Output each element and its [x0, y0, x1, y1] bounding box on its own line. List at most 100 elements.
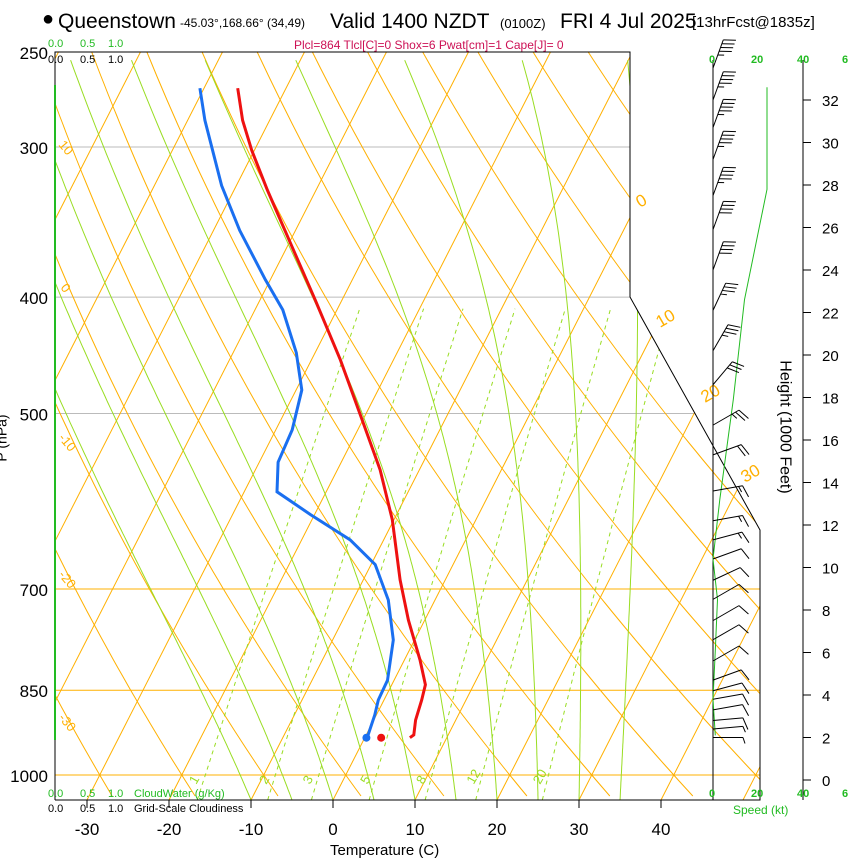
station-marker-icon: ●	[42, 8, 55, 30]
dry-adiabat-line	[55, 52, 362, 797]
moist-adiabat-line	[619, 60, 638, 800]
dry-adiabat-line	[532, 52, 760, 797]
speed-tick: 40	[797, 54, 810, 66]
height-tick-label: 4	[822, 688, 830, 705]
station-coords: -45.03°,168.66° (34,49)	[180, 16, 306, 30]
wind-barb	[712, 324, 741, 351]
isotherm-label: 10	[653, 306, 679, 332]
barb-half-feather	[742, 726, 746, 733]
moist-adiabat-line	[55, 60, 334, 800]
barb-staff	[712, 531, 743, 541]
plot-border	[54, 51, 761, 801]
barb-feather	[738, 409, 749, 419]
pressure-tick-label: 300	[20, 139, 48, 158]
barb-feather	[732, 361, 745, 367]
barb-half-feather	[731, 413, 738, 419]
barb-feather	[742, 485, 750, 498]
barb-staff	[712, 693, 743, 700]
height-tick-label: 22	[822, 306, 839, 323]
barb-feather	[738, 584, 749, 594]
wind-barb	[712, 567, 750, 581]
barb-staff	[712, 39, 724, 69]
wind-barb	[712, 605, 749, 622]
x-tick-label: -10	[239, 820, 264, 839]
height-tick-label: 10	[822, 561, 839, 578]
pressure-tick-label: 850	[20, 682, 48, 701]
x-tick-label: 0	[328, 820, 337, 839]
height-tick-label: 0	[822, 773, 830, 790]
barb-half-feather	[720, 293, 727, 296]
barb-staff	[712, 167, 724, 196]
speed-tick: 40	[797, 788, 810, 800]
isotherm-line	[496, 52, 760, 800]
barb-feather	[742, 693, 750, 706]
wind-barb	[712, 717, 749, 730]
barb-feather	[727, 324, 741, 328]
wind-barb	[712, 241, 736, 271]
temperature-line	[236, 87, 427, 739]
barb-feather	[725, 282, 739, 286]
barb-staff	[712, 645, 740, 662]
barb-feather	[738, 605, 749, 615]
barb-staff	[712, 704, 743, 711]
mixing-ratio-line	[368, 308, 516, 800]
barb-feather	[737, 445, 746, 457]
dry-adiabat-line	[55, 52, 445, 797]
moist-adiabat-line	[521, 60, 582, 800]
y-axis-label: P (hPa)	[0, 414, 10, 461]
dry-adiabat-line	[753, 52, 760, 797]
adiabat-label: 10	[56, 137, 77, 158]
stability-indices: Plcl=864 Tlcl[C]=0 Shox=6 Pwat[cm]=1 Cap…	[294, 38, 564, 52]
moist-adiabat-line	[70, 60, 375, 800]
wind-barb	[712, 130, 736, 160]
barb-half-feather	[721, 334, 729, 337]
wind-barb	[713, 737, 746, 744]
isotherm-line	[660, 52, 760, 800]
barb-staff	[712, 583, 740, 600]
cloudiness-tick: 1.0	[108, 803, 124, 815]
barb-feather	[723, 286, 737, 289]
wind-barb	[712, 548, 750, 560]
dry-adiabat-line	[91, 52, 528, 797]
barb-feather	[726, 367, 740, 374]
barb-feather	[729, 364, 742, 370]
cloudwater-label: CloudWater (g/Kg)	[134, 788, 225, 800]
dry-adiabat-line	[146, 52, 611, 797]
barb-half-feather	[737, 532, 743, 539]
barb-feather	[725, 327, 739, 332]
surface-dewpoint-point	[362, 733, 371, 742]
adiabat-label: -20	[56, 567, 80, 591]
speed-axis-label: Speed (kt)	[733, 803, 789, 817]
dry-adiabat-line	[55, 52, 279, 797]
height-tick-label: 24	[822, 263, 839, 280]
isotherm-line	[578, 52, 760, 800]
cloudwater-tick: 0.5	[80, 788, 96, 800]
wind-barb	[712, 200, 736, 230]
cloudwater-tick: 0.5	[80, 38, 96, 50]
cloudwater-tick: 0.0	[48, 38, 64, 50]
dry-adiabat-line	[809, 52, 850, 796]
cloudwater-tick: 1.0	[108, 788, 124, 800]
wind-barb	[712, 98, 736, 128]
cloudiness-tick: 1.0	[108, 54, 124, 66]
dry-adiabat-line	[587, 52, 760, 797]
cloudiness-tick: 0.5	[80, 803, 96, 815]
barb-feather	[738, 624, 749, 634]
isotherm-line	[55, 52, 223, 800]
wind-barb	[712, 693, 750, 706]
x-tick-label: -20	[157, 820, 182, 839]
pressure-tick-label: 400	[20, 289, 48, 308]
barb-half-feather	[738, 515, 743, 523]
barb-feather	[741, 682, 750, 694]
barb-staff	[712, 548, 742, 560]
height-tick-label: 8	[822, 603, 830, 620]
wind-barb	[712, 361, 745, 386]
isotherm-line	[55, 52, 141, 800]
wind-barb	[712, 645, 749, 662]
moist-adiabat-line	[55, 60, 252, 800]
speed-tick: 6	[842, 788, 849, 800]
isotherm-line	[55, 52, 387, 800]
wind-barb	[712, 624, 749, 641]
